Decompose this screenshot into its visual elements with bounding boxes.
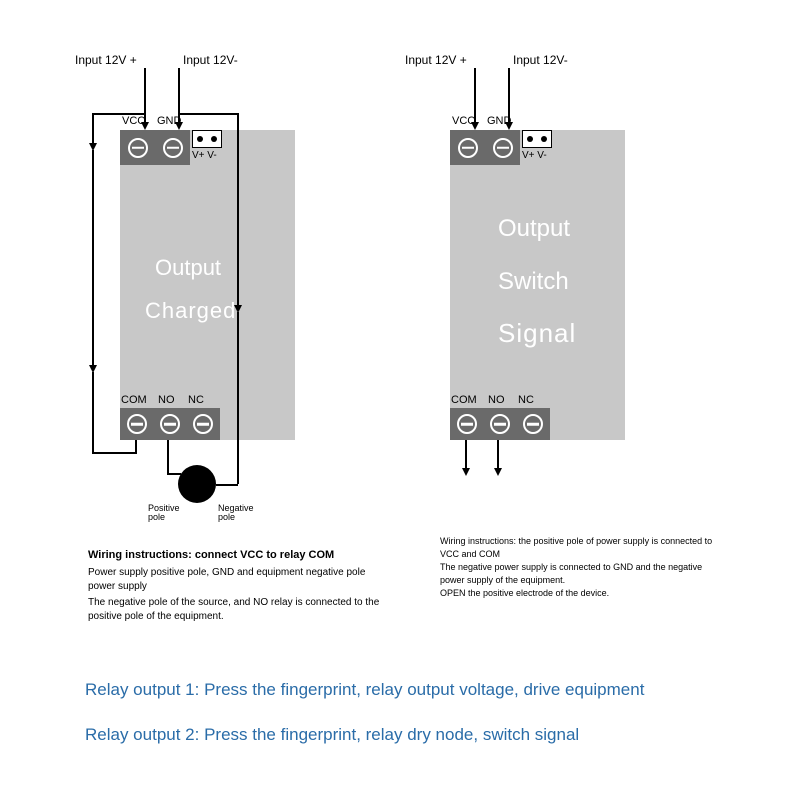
terminal-gnd-left (163, 138, 183, 158)
right-output-line2: Switch (498, 268, 569, 296)
arrow-icon (471, 122, 479, 130)
left-small-terminal (192, 130, 222, 148)
label-no-left: NO (158, 394, 175, 406)
terminal-vcc-left (128, 138, 148, 158)
terminal-no-right (490, 414, 510, 434)
label-input-plus-right: Input 12V + (405, 53, 467, 67)
small-dot (211, 136, 217, 142)
label-nc-right: NC (518, 394, 534, 406)
diagram-container: VCC GND V+ V- Output Charged COM NO NC I… (0, 0, 800, 800)
label-com-right: COM (451, 394, 477, 406)
wire (92, 452, 136, 454)
right-small-terminal (522, 130, 552, 148)
arrow-icon (141, 122, 149, 130)
right-instructions-line1: Wiring instructions: the positive pole o… (440, 535, 720, 560)
small-dot (197, 136, 203, 142)
small-dot (527, 136, 533, 142)
terminal-nc-right (523, 414, 543, 434)
wire (135, 440, 137, 454)
right-instructions: Wiring instructions: the positive pole o… (440, 535, 720, 600)
label-positive-pole: Positive pole (148, 504, 180, 522)
label-no-right: NO (488, 394, 505, 406)
device-circle (178, 465, 216, 503)
wire (144, 68, 146, 128)
arrow-icon (175, 122, 183, 130)
label-negative-pole: Negative pole (218, 504, 254, 522)
terminal-vcc-right (458, 138, 478, 158)
terminal-gnd-right (493, 138, 513, 158)
footer-relay2: Relay output 2: Press the fingerprint, r… (85, 725, 579, 745)
wire (474, 68, 476, 128)
wire (508, 68, 510, 128)
left-output-line1: Output (155, 255, 221, 281)
right-top-terminal-block (450, 130, 520, 165)
label-vplus-right: V+ V- (522, 150, 547, 161)
wire (178, 113, 238, 115)
label-input-minus-left: Input 12V- (183, 53, 238, 67)
wire (216, 484, 238, 486)
small-dot (541, 136, 547, 142)
left-bottom-terminal-block (120, 408, 220, 440)
wire (237, 113, 239, 310)
wire (178, 68, 180, 128)
wire (92, 150, 94, 370)
wire (92, 113, 144, 115)
footer-relay1: Relay output 1: Press the fingerprint, r… (85, 680, 644, 700)
terminal-com-right (457, 414, 477, 434)
right-bottom-terminal-block (450, 408, 550, 440)
terminal-com-left (127, 414, 147, 434)
left-instructions: Wiring instructions: connect VCC to rela… (88, 548, 388, 624)
left-output-line2: Charged (145, 298, 236, 324)
label-vplus-left: V+ V- (192, 150, 217, 161)
terminal-no-left (160, 414, 180, 434)
label-input-minus-right: Input 12V- (513, 53, 568, 67)
right-instructions-line2: The negative power supply is connected t… (440, 561, 720, 586)
left-instructions-line1: Power supply positive pole, GND and equi… (88, 566, 388, 594)
arrow-icon (494, 468, 502, 476)
label-com-left: COM (121, 394, 147, 406)
left-instructions-line2: The negative pole of the source, and NO … (88, 596, 388, 624)
wire (237, 312, 239, 484)
right-output-line1: Output (498, 215, 570, 243)
arrow-icon (462, 468, 470, 476)
wire (92, 372, 94, 452)
label-nc-left: NC (188, 394, 204, 406)
wire (167, 473, 181, 475)
label-input-plus-left: Input 12V + (75, 53, 137, 67)
left-top-terminal-block (120, 130, 190, 165)
wire (167, 440, 169, 474)
arrow-icon (505, 122, 513, 130)
right-output-line3: Signal (498, 318, 576, 349)
left-instructions-title: Wiring instructions: connect VCC to rela… (88, 548, 388, 563)
terminal-nc-left (193, 414, 213, 434)
right-instructions-line3: OPEN the positive electrode of the devic… (440, 587, 720, 600)
